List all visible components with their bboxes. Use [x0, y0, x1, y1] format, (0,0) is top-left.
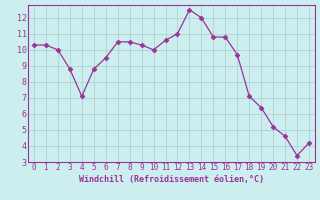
X-axis label: Windchill (Refroidissement éolien,°C): Windchill (Refroidissement éolien,°C) [79, 175, 264, 184]
